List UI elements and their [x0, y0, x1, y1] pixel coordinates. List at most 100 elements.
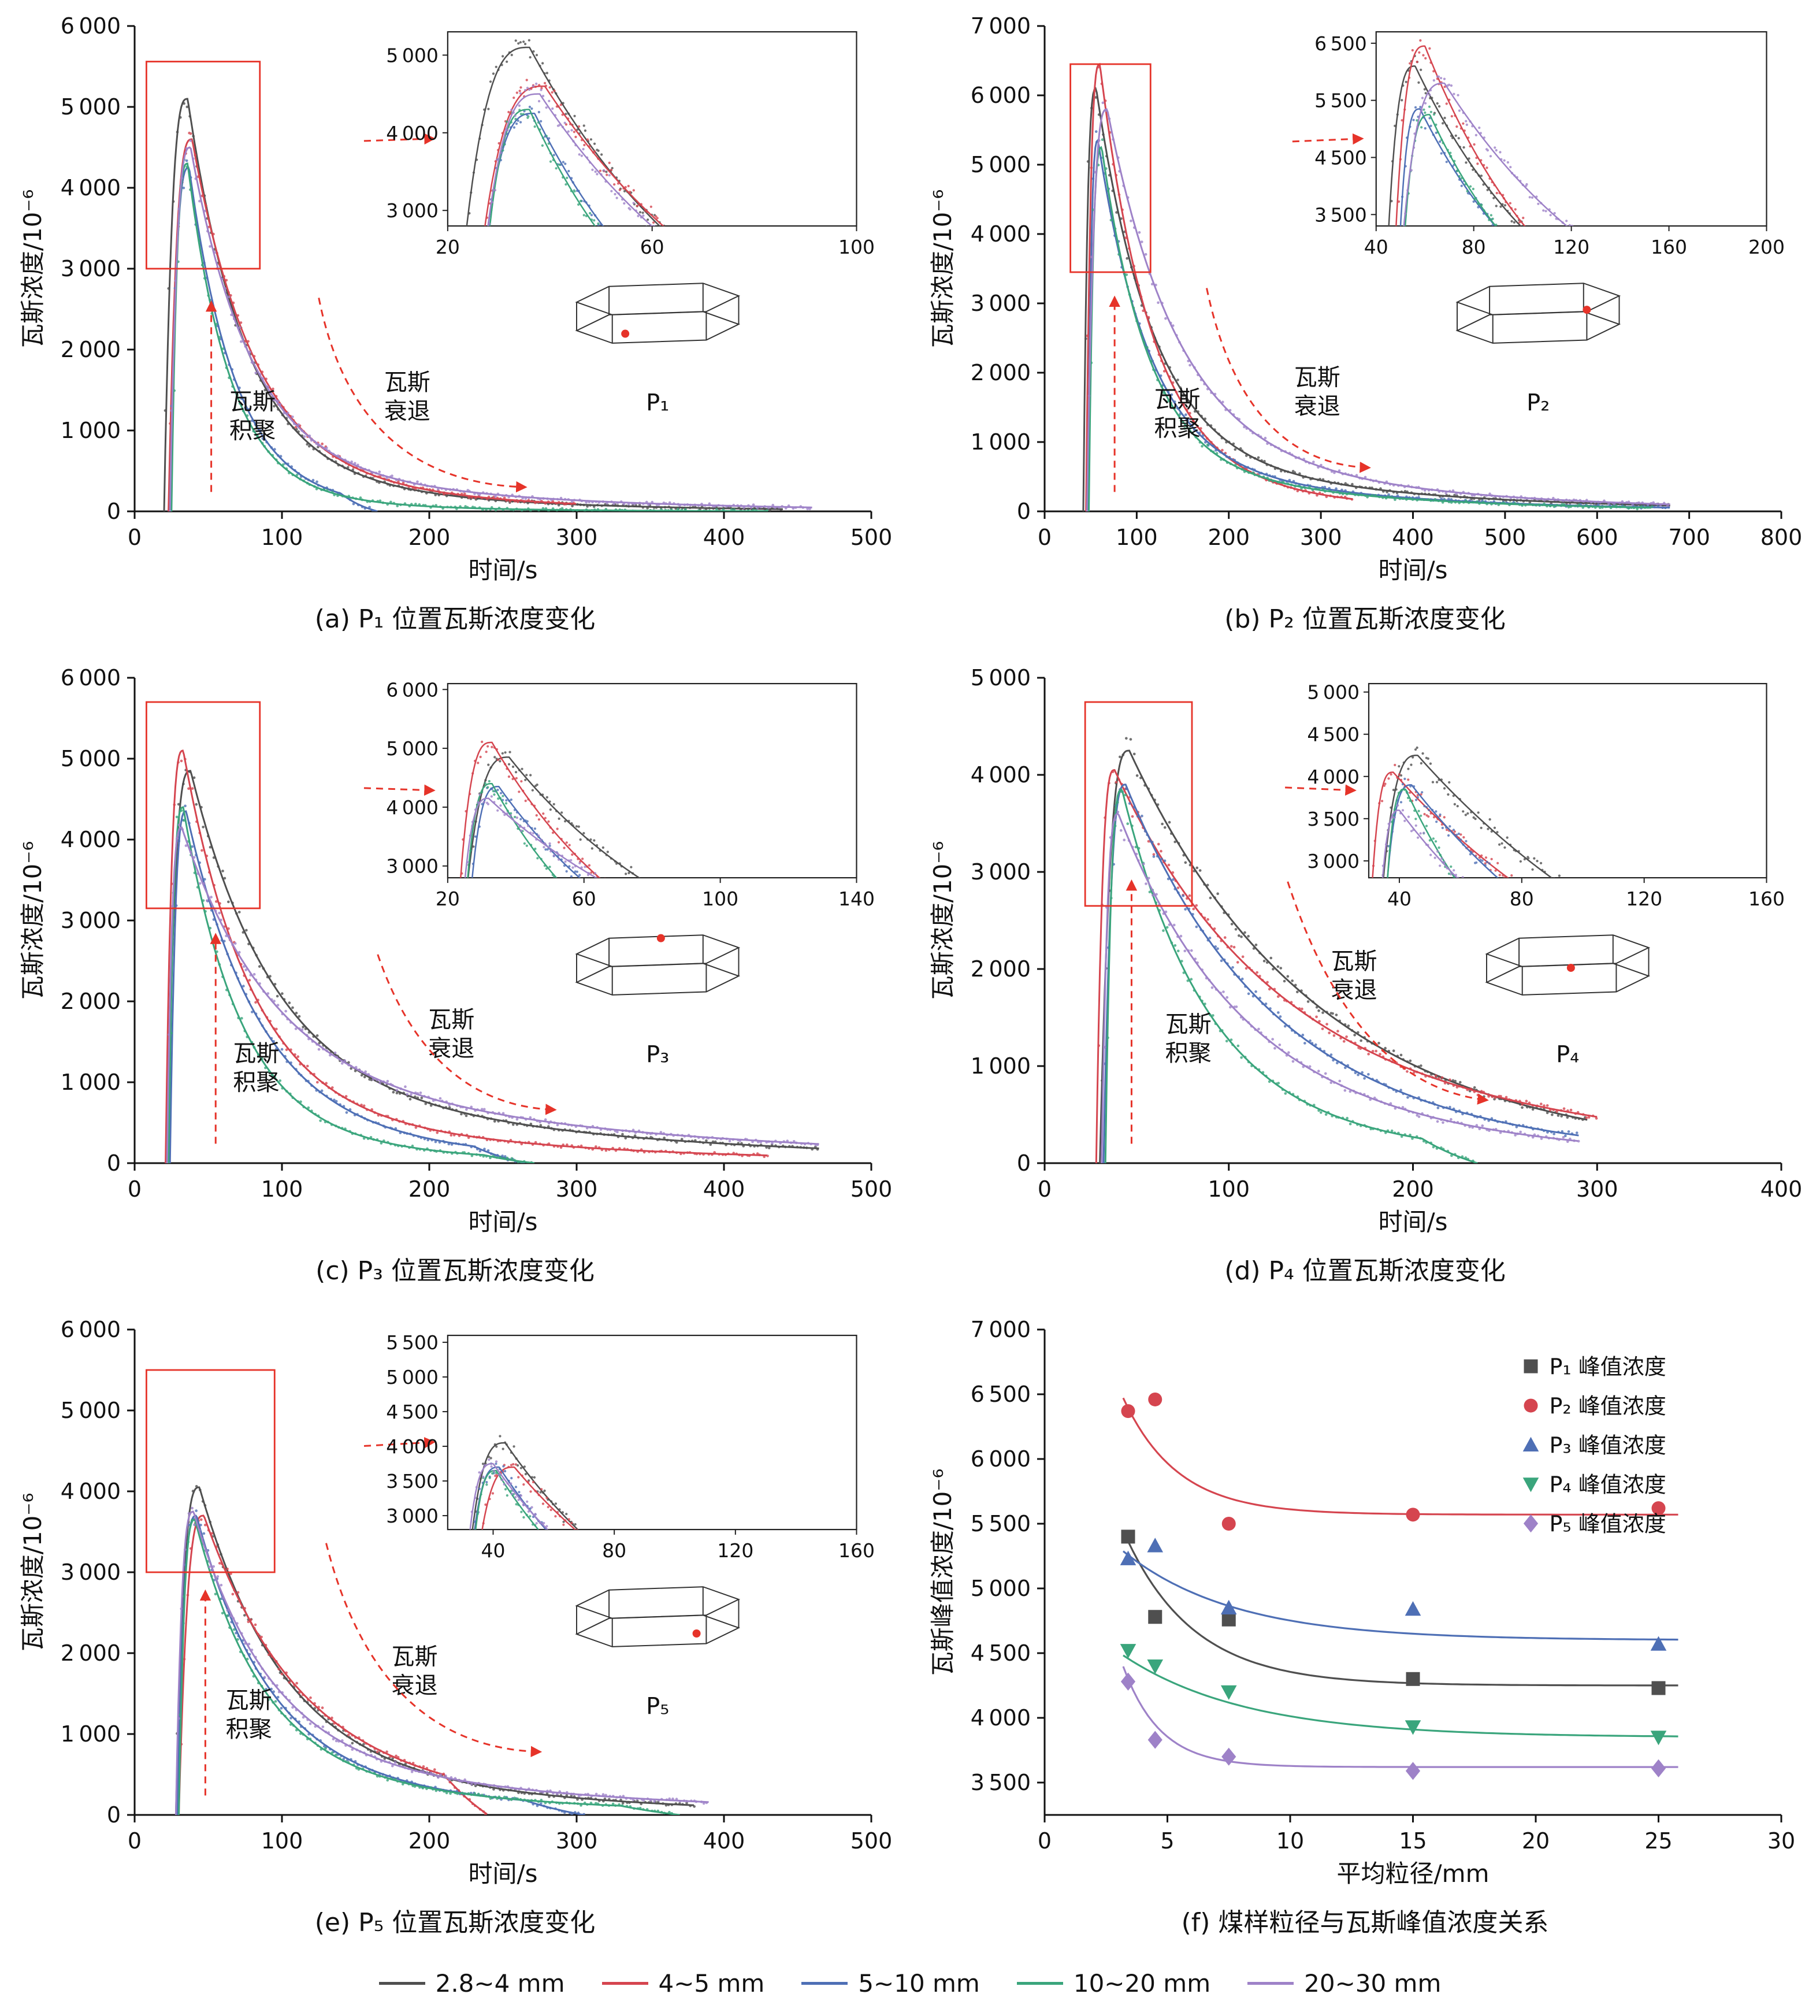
y-tick-label: 2 000 — [60, 1640, 120, 1666]
fit-curve-3 — [1122, 1550, 1678, 1641]
series-line-2 — [1095, 769, 1597, 1163]
y-tick-label: 0 — [106, 499, 120, 524]
inset-x-tick: 40 — [481, 1539, 505, 1562]
inset-x-tick: 40 — [1387, 888, 1411, 910]
series-line-4 — [1104, 788, 1478, 1163]
series-group — [174, 1485, 709, 1815]
x-tick-label: 600 — [1576, 525, 1618, 550]
inset-series — [1371, 746, 1561, 878]
series-raw-dots-5 — [466, 793, 596, 877]
x-tick-label: 200 — [408, 1176, 450, 1202]
series-raw-dots-2 — [485, 79, 665, 227]
accumulation-label-line1: 瓦斯 — [229, 389, 276, 415]
y-tick-label: 1 000 — [970, 429, 1030, 455]
x-tick-label: 700 — [1668, 525, 1710, 550]
probe-label: P₁ — [646, 390, 669, 417]
inset-y-tick: 5 000 — [386, 737, 439, 760]
inset-chart: 40 80 120 160 3 000 3 500 4 000 4 500 5 000 — [1307, 681, 1785, 910]
x-axis-label: 时间/s — [468, 1859, 537, 1888]
x-tick-label: 100 — [1116, 525, 1158, 550]
inset-x-tick: 140 — [838, 888, 875, 910]
x-tick-label: 300 — [555, 1176, 597, 1202]
x-tick-label: 500 — [1484, 525, 1526, 550]
series-line-5 — [1381, 809, 1458, 878]
chart-c-svg: 0 100 200 300 400 500 0 1 000 2 000 3 000 4 000 5 0… — [18, 665, 892, 1236]
x-axis-label: 平均粒径/mm — [1336, 1859, 1489, 1888]
series-raw-dots-4 — [178, 1519, 673, 1815]
inset-chart: 20 60 100 140 3 000 4 000 5 000 6 000 — [386, 678, 875, 910]
y-tick-label: 2 000 — [970, 360, 1030, 385]
series-raw-dots-4 — [1402, 105, 1498, 227]
legend-entry-label: P₁ 峰值浓度 — [1549, 1354, 1666, 1380]
y-tick-label: 3 000 — [970, 859, 1030, 885]
legend-entry-label: P₂ 峰值浓度 — [1549, 1394, 1666, 1419]
y-tick-label: 4 000 — [60, 1479, 120, 1504]
inset-y-tick: 4 500 — [386, 1401, 439, 1423]
series-group — [1082, 62, 1670, 511]
series-raw-dots-5 — [1403, 75, 1573, 227]
probe-dot — [1582, 306, 1591, 314]
y-axis-label: 瓦斯浓度/10⁻⁶ — [18, 190, 47, 348]
x-tick-label: 400 — [1760, 1176, 1802, 1202]
x-tick-label: 0 — [127, 525, 141, 550]
series-raw-dots-4 — [1388, 788, 1455, 878]
panel-b-chart: 0 100 200 300 400 500 600 700 800 0 1 000 2 000 3 00… — [923, 6, 1807, 598]
y-tick-label: 5 000 — [60, 1398, 120, 1423]
inset-x-tick: 40 — [1364, 236, 1388, 258]
panel-c: 0 100 200 300 400 500 0 1 000 2 000 3 000 4 000 5 0… — [0, 658, 910, 1309]
inset-y-tick: 5 000 — [1307, 681, 1360, 704]
accumulation-label-line2: 积聚 — [1165, 1040, 1211, 1067]
series-line-1 — [466, 46, 660, 227]
series-raw-dots-3 — [1103, 788, 1578, 1138]
y-tick-label: 3 500 — [970, 1770, 1030, 1795]
x-tick-label: 100 — [261, 1828, 303, 1854]
panel-e: 0 100 200 300 400 500 0 1 000 2 000 3 000 4 000 5 0… — [0, 1309, 910, 1961]
x-tick-label: 300 — [1299, 525, 1342, 550]
inset-y-tick: 3 500 — [1314, 203, 1367, 226]
inset-y-tick: 5 500 — [386, 1331, 439, 1354]
probe-dot — [621, 329, 629, 338]
accumulation-label-line1: 瓦斯 — [233, 1041, 279, 1067]
decay-label-line1: 瓦斯 — [391, 1644, 437, 1670]
decay-arrow — [317, 298, 528, 493]
probe-dot — [656, 934, 665, 942]
decay-label-line1: 瓦斯 — [384, 369, 430, 396]
legend-entry-label: P₃ 峰值浓度 — [1549, 1433, 1666, 1458]
inset-y-tick: 4 000 — [1307, 766, 1360, 788]
inset-x-tick: 80 — [602, 1539, 626, 1562]
accumulation-label-line2: 积聚 — [225, 1716, 272, 1743]
y-tick-label: 2 000 — [60, 337, 120, 362]
inset-chart: 40 80 120 160 3 000 3 500 4 000 4 500 5 000 5 500 — [386, 1331, 875, 1562]
accumulation-label-line1: 瓦斯 — [225, 1687, 272, 1714]
y-tick-label: 2 000 — [60, 989, 120, 1014]
y-tick-label: 0 — [1016, 1150, 1030, 1176]
y-tick-label: 4 000 — [60, 175, 120, 201]
inset-x-tick: 20 — [435, 236, 459, 258]
zoom-region-rect — [145, 61, 261, 270]
y-tick-label: 5 000 — [60, 746, 120, 771]
series-line-2 — [167, 138, 576, 511]
decay-label-line1: 瓦斯 — [428, 1007, 474, 1033]
legend-label: 5~10 mm — [858, 1969, 980, 1998]
series-raw-dots-4 — [489, 109, 600, 225]
x-tick-label: 100 — [261, 1176, 303, 1202]
series-raw-dots-3 — [170, 159, 374, 511]
series-line-3 — [471, 786, 581, 878]
probe-label: P₄ — [1556, 1042, 1579, 1068]
x-tick-label: 0 — [127, 1176, 141, 1202]
chart-a-svg: 0 100 200 300 400 500 0 1 000 2 000 3 000 4 000 5 0… — [18, 13, 892, 584]
series-raw-dots-3 — [473, 1462, 544, 1526]
y-tick-label: 3 000 — [970, 291, 1030, 316]
inset-x-tick: 100 — [702, 888, 738, 910]
y-tick-label: 0 — [106, 1802, 120, 1828]
y-tick-label: 0 — [1016, 499, 1030, 524]
y-tick-label: 5 500 — [970, 1511, 1030, 1536]
inset-y-tick: 3 500 — [386, 1470, 439, 1492]
size-legend-item: 20~30 mm — [1247, 1969, 1441, 1998]
series-raw-dots-5 — [1381, 804, 1464, 878]
probe-label: P₅ — [646, 1694, 669, 1720]
x-axis-label: 时间/s — [468, 556, 537, 584]
fit-curve-4 — [1122, 1654, 1678, 1737]
series-line-3 — [1399, 108, 1496, 227]
legend-label: 4~5 mm — [658, 1969, 765, 1998]
